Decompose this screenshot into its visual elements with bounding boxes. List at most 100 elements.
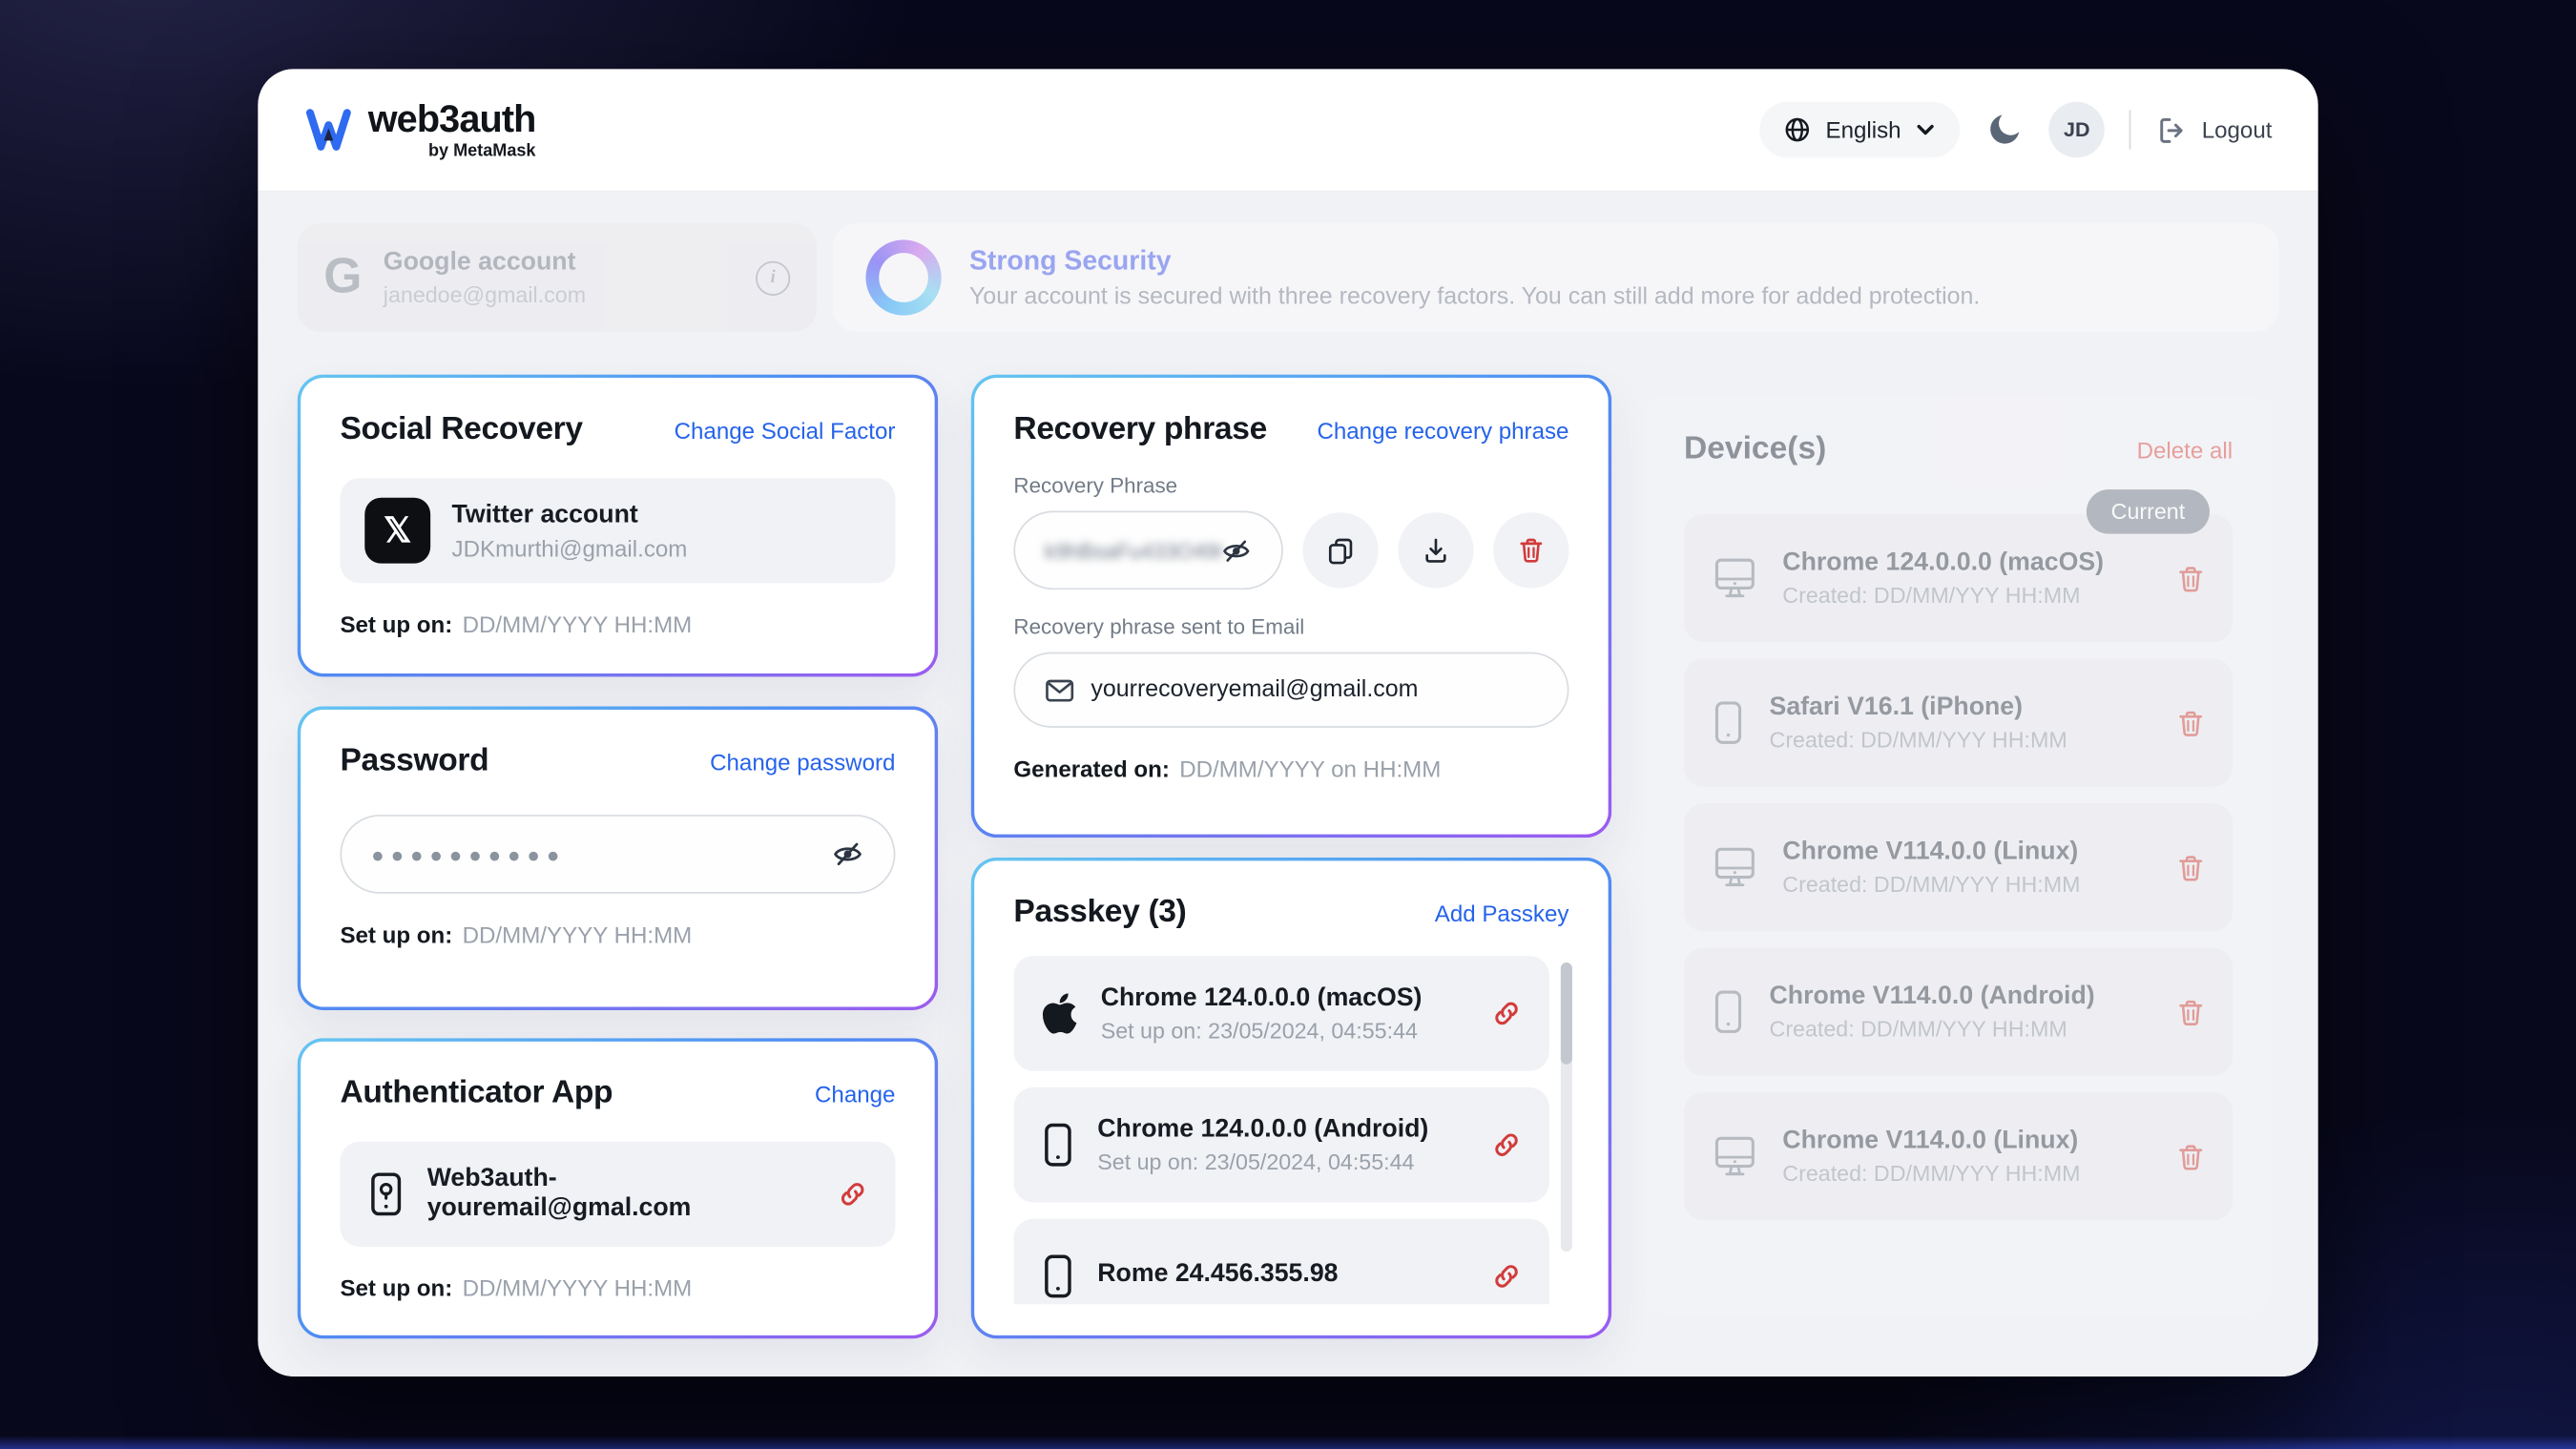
language-selector[interactable]: English	[1759, 101, 1961, 158]
recovery-phrase-input[interactable]: k9hBsaFu433O49Rj...	[1013, 510, 1283, 590]
delete-all-link[interactable]: Delete all	[2136, 436, 2233, 463]
change-recovery-phrase-link[interactable]: Change recovery phrase	[1317, 416, 1569, 444]
factor-name: Twitter account	[451, 500, 638, 528]
device-created: Created: DD/MM/YYY HH:MM	[1769, 727, 2067, 753]
language-label: English	[1825, 116, 1901, 143]
device-name: Safari V16.1 (iPhone)	[1769, 693, 2024, 721]
logo-title: web3auth	[367, 96, 537, 139]
header-actions: English JD	[1759, 101, 2272, 158]
recovery-phrase-card: Recovery phrase Change recovery phrase R…	[971, 375, 1612, 838]
trash-icon[interactable]	[2175, 1141, 2207, 1172]
eye-off-icon[interactable]	[1220, 534, 1252, 566]
unlink-icon[interactable]	[836, 1178, 868, 1211]
authenticator-card: Authenticator App Change Web3auth-yourem…	[298, 1038, 939, 1338]
mail-icon	[1046, 678, 1074, 701]
desktop-icon	[1714, 558, 1755, 598]
trash-icon[interactable]	[2175, 996, 2207, 1027]
recovery-email-input[interactable]: yourrecoveryemail@gmail.com	[1013, 652, 1569, 728]
passkey-device: Rome 24.456.355.98	[1097, 1258, 1339, 1288]
desktop-icon	[1714, 1136, 1755, 1176]
google-account-title: Google account	[383, 248, 576, 277]
recovery-phrase-title: Recovery phrase	[1013, 410, 1267, 447]
web3auth-logo: web3auth by MetaMask	[304, 96, 537, 161]
passkey-device: Chrome 124.0.0.0 (macOS)	[1100, 983, 1423, 1012]
twitter-factor-row: 𝕏 Twitter account JDKmurthi@gmail.com	[340, 478, 896, 584]
logout-button[interactable]: Logout	[2155, 114, 2272, 146]
globe-icon	[1785, 117, 1810, 142]
device-item: Current Chrome 124.0.0.0 (macOS)	[1683, 489, 2233, 643]
device-created: Created: DD/MM/YYY HH:MM	[1769, 1016, 2067, 1042]
desktop-icon	[1714, 847, 1755, 887]
current-badge: Current	[2086, 489, 2211, 534]
device-item: Chrome V114.0.0 (Android) Created: DD/MM…	[1683, 947, 2233, 1076]
link-icon[interactable]	[1490, 1260, 1523, 1293]
recovery-email-value: yourrecoveryemail@gmail.com	[1091, 676, 1419, 703]
info-icon[interactable]: i	[756, 259, 791, 296]
logo-subtitle: by MetaMask	[427, 140, 536, 161]
change-social-factor-link[interactable]: Change Social Factor	[674, 416, 896, 444]
device-created: Created: DD/MM/YYY HH:MM	[1782, 1161, 2081, 1187]
download-phrase-button[interactable]	[1398, 512, 1474, 589]
devices-list: Current Chrome 124.0.0.0 (macOS)	[1683, 489, 2233, 1221]
authenticator-title: Authenticator App	[340, 1074, 613, 1111]
google-g-icon: G	[323, 249, 363, 304]
x-twitter-icon: 𝕏	[364, 497, 431, 564]
authenticator-row: Web3auth-youremail@gmal.com	[340, 1141, 896, 1247]
security-status-title: Strong Security	[968, 245, 1172, 276]
passkey-setup: Set up on: 23/05/2024, 04:55:44	[1097, 1149, 1415, 1175]
device-name: Chrome 124.0.0.0 (macOS)	[1782, 549, 2105, 577]
change-authenticator-link[interactable]: Change	[815, 1080, 896, 1107]
smartphone-icon	[1045, 1254, 1071, 1298]
device-created: Created: DD/MM/YYY HH:MM	[1782, 583, 2081, 609]
google-account-banner: G Google account janedoe@gmail.com i	[297, 223, 817, 332]
logout-icon	[2160, 117, 2183, 142]
generated-date: Generated on: DD/MM/YYYY on HH:MM	[1013, 756, 1442, 782]
password-input[interactable]: ●●●●●●●●●●	[340, 815, 896, 894]
change-password-link[interactable]: Change password	[710, 748, 896, 775]
smartphone-icon	[1714, 701, 1742, 744]
download-icon	[1425, 538, 1446, 563]
smartphone-icon	[1045, 1123, 1071, 1167]
passkey-title: Passkey (3)	[1013, 893, 1187, 930]
trash-icon[interactable]	[2175, 852, 2207, 883]
social-recovery-title: Social Recovery	[340, 410, 583, 447]
chevron-down-icon	[1917, 124, 1935, 135]
device-created: Created: DD/MM/YYY HH:MM	[1782, 872, 2081, 898]
avatar[interactable]: JD	[2048, 101, 2106, 158]
devices-panel: Device(s) Delete all Current	[1644, 394, 2273, 1314]
setup-date: Set up on: DD/MM/YYYY HH:MM	[340, 921, 693, 948]
trash-icon[interactable]	[2175, 563, 2207, 594]
header: web3auth by MetaMask English	[258, 69, 2318, 193]
device-name: Chrome V114.0.0 (Linux)	[1782, 838, 2079, 866]
recovery-phrase-label: Recovery Phrase	[1013, 472, 1178, 498]
content: G Google account janedoe@gmail.com i Str…	[258, 192, 2318, 1377]
avatar-initials: JD	[2064, 117, 2090, 142]
delete-phrase-button[interactable]	[1493, 512, 1569, 589]
setup-date: Set up on: DD/MM/YYYY HH:MM	[340, 1274, 693, 1301]
cards-grid: Social Recovery Change Social Factor 𝕏 T…	[298, 375, 2279, 1339]
devices-title: Device(s)	[1683, 430, 1827, 467]
setup-date: Set up on: DD/MM/YYYY HH:MM	[340, 611, 693, 638]
device-item: Chrome V114.0.0 (Linux) Created: DD/MM/Y…	[1683, 1092, 2233, 1221]
authenticator-account: Web3auth-youremail@gmal.com	[426, 1164, 692, 1223]
trash-icon[interactable]	[2175, 707, 2207, 738]
web3auth-logo-icon	[305, 109, 351, 151]
authenticator-phone-icon	[371, 1172, 402, 1216]
add-passkey-link[interactable]: Add Passkey	[1434, 899, 1569, 926]
password-title: Password	[340, 742, 489, 779]
password-masked-value: ●●●●●●●●●●	[371, 841, 567, 867]
security-ring-icon	[865, 239, 942, 316]
link-icon[interactable]	[1490, 997, 1523, 1029]
link-icon[interactable]	[1490, 1128, 1523, 1161]
copy-phrase-button[interactable]	[1302, 512, 1379, 589]
passkey-card: Passkey (3) Add Passkey Chrome 124.0.0.0…	[971, 858, 1612, 1339]
dark-mode-toggle[interactable]	[1984, 110, 2024, 149]
scrollbar-thumb[interactable]	[1560, 963, 1572, 1065]
header-divider	[2129, 110, 2131, 150]
security-status-banner: Strong Security Your account is secured …	[833, 223, 2279, 332]
device-name: Chrome V114.0.0 (Android)	[1769, 982, 2095, 1010]
eye-off-icon[interactable]	[831, 838, 863, 870]
google-account-email: janedoe@gmail.com	[383, 282, 587, 308]
passkey-device: Chrome 124.0.0.0 (Android)	[1097, 1115, 1429, 1144]
smartphone-icon	[1714, 990, 1742, 1033]
